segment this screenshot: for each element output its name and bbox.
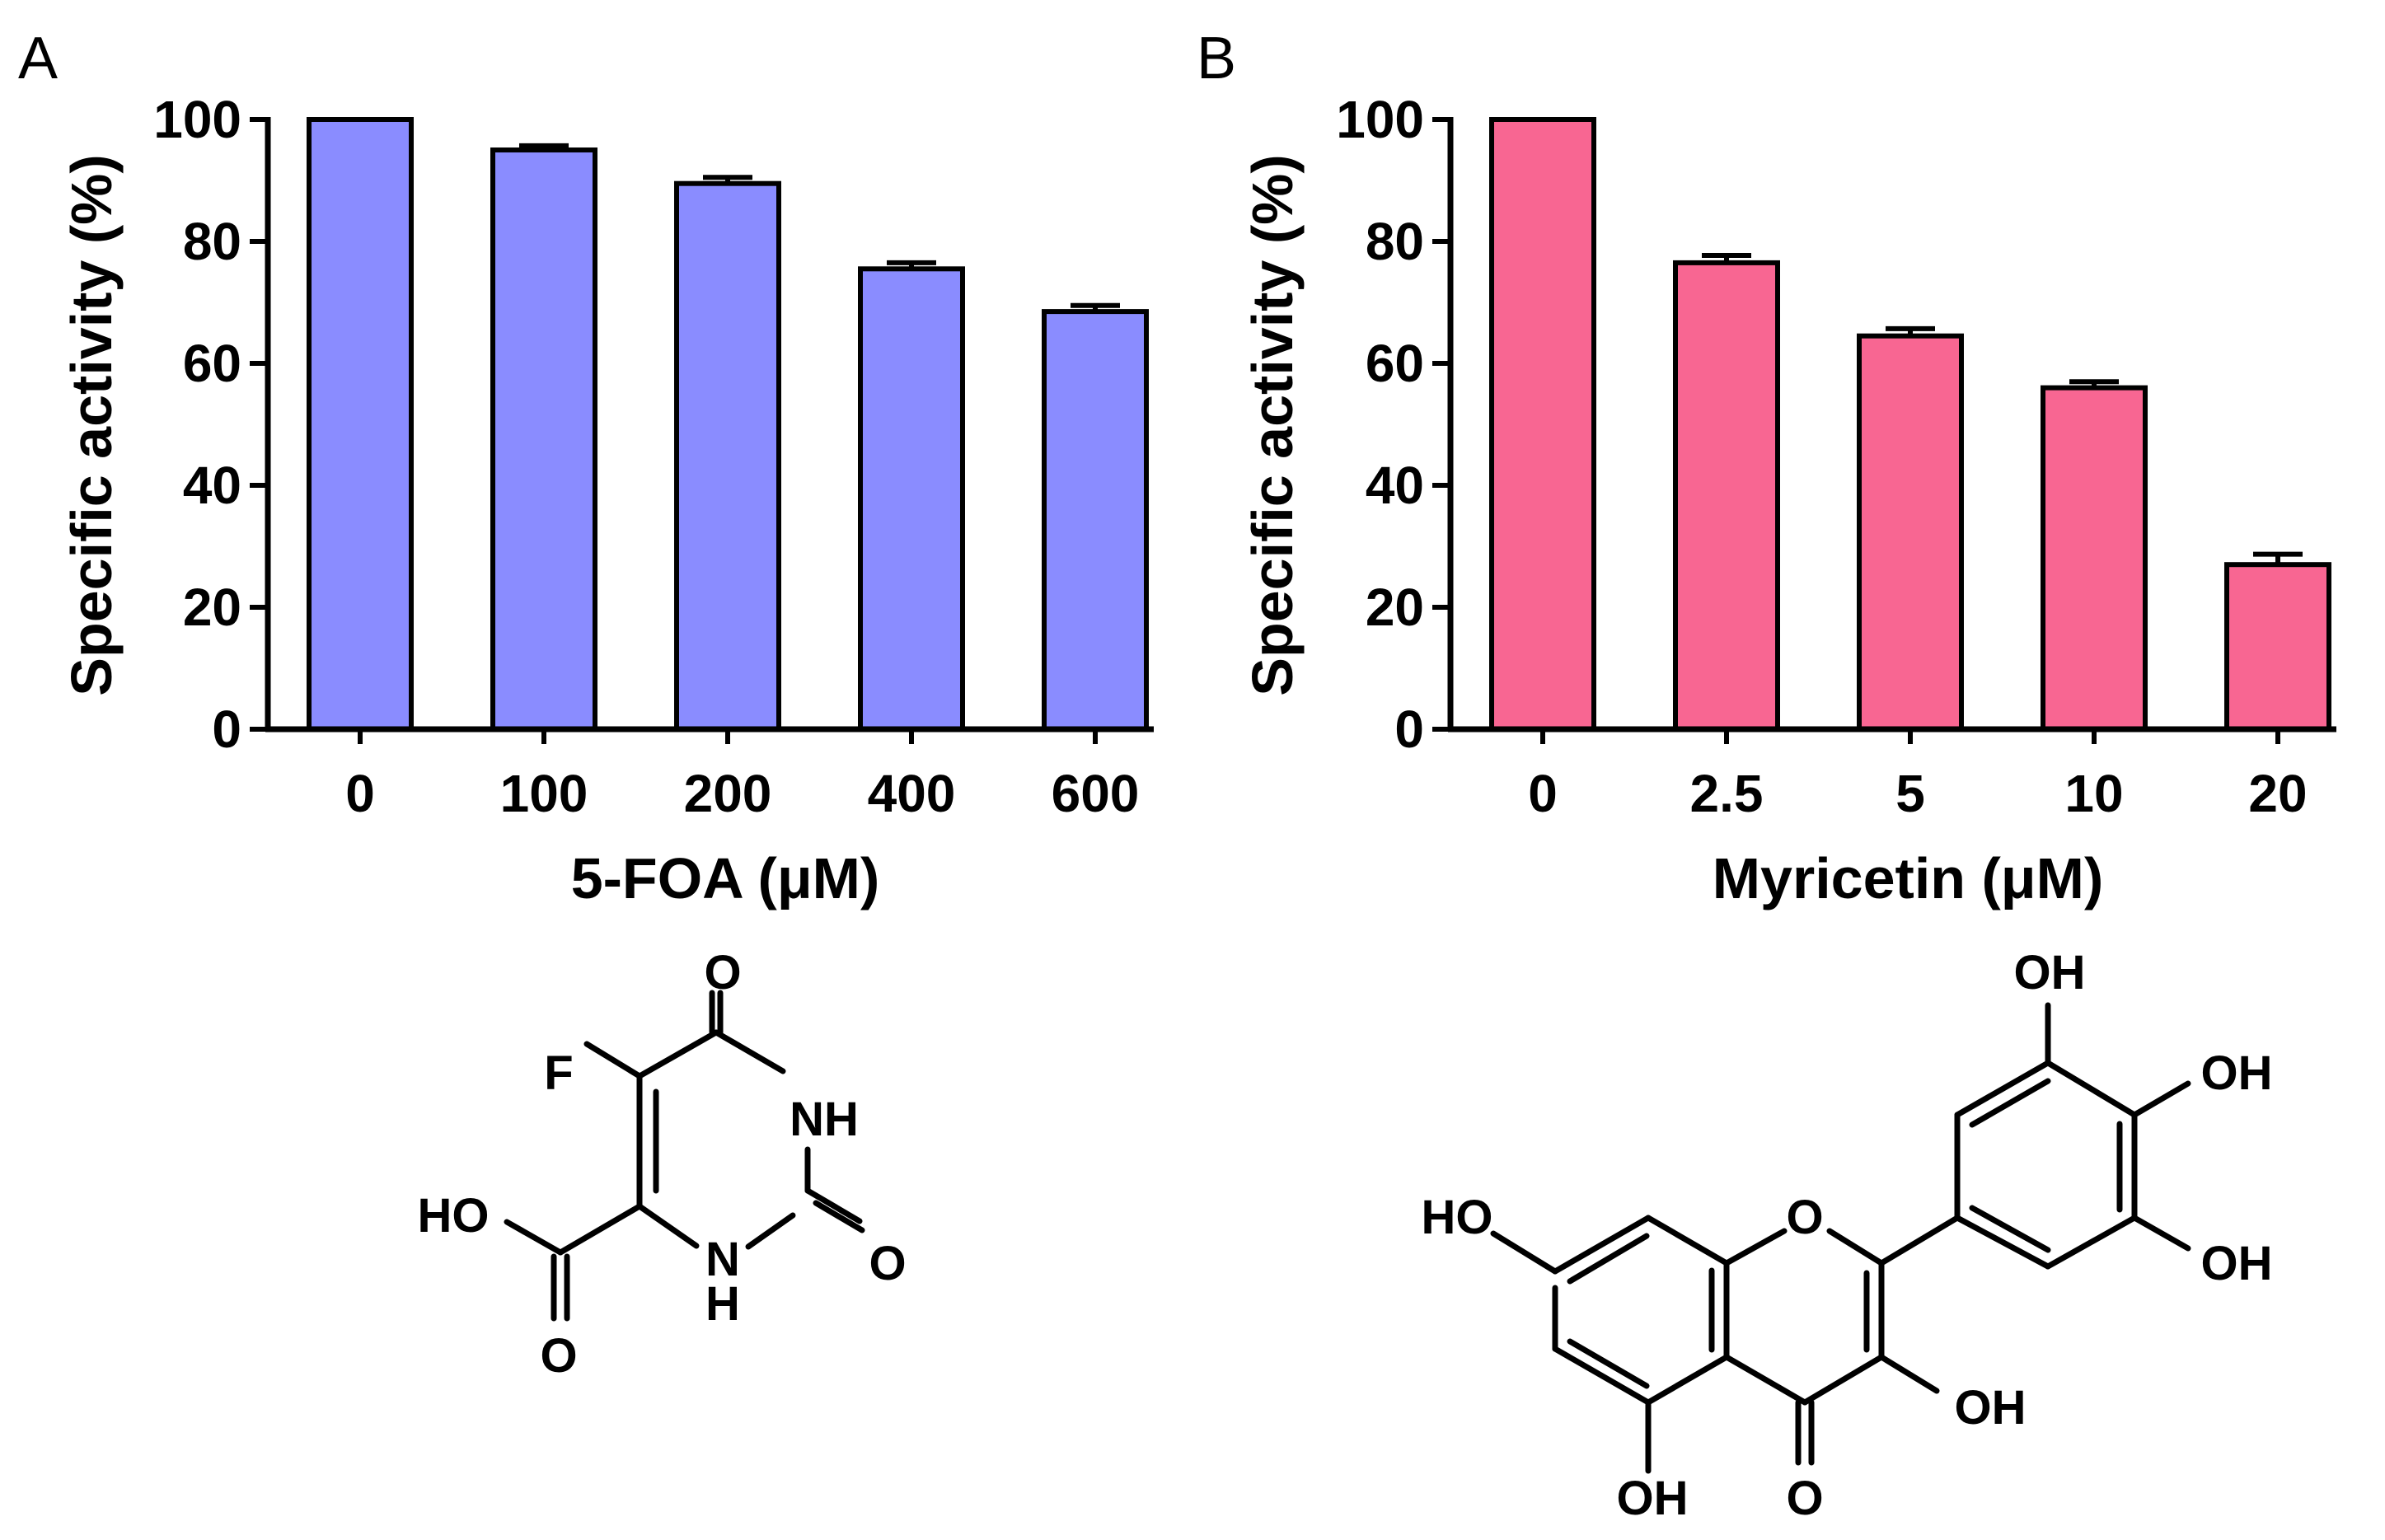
y-axis-title-a: Specific activity (%): [59, 154, 124, 695]
y-tick-label: 40: [1366, 456, 1424, 515]
x-tick-label: 600: [1052, 764, 1140, 823]
bar-200: [674, 180, 781, 732]
atom-label: O: [1786, 1191, 1823, 1244]
x-tick-label: 0: [1528, 764, 1558, 823]
bond: [713, 1029, 786, 1074]
atom-label: HO: [418, 1189, 490, 1243]
bar-400: [858, 266, 965, 732]
bond: [1826, 1228, 1885, 1266]
bar-600: [1042, 309, 1149, 732]
y-tick-label: 40: [183, 456, 241, 515]
y-tick-label: 100: [153, 90, 241, 149]
bond: [1878, 1354, 1940, 1394]
bond: [1552, 1215, 1652, 1275]
panel-label-a: A: [18, 26, 58, 91]
atom-label: O: [704, 946, 741, 999]
bar-2.5: [1673, 260, 1780, 732]
bar-0: [1489, 117, 1596, 732]
x-axis-title-b: Myricetin (μM): [1713, 846, 2104, 910]
x-tick-label: 400: [868, 764, 956, 823]
atom-label: O: [540, 1329, 577, 1383]
y-tick-label: 100: [1336, 90, 1424, 149]
atom-label: OH: [2014, 946, 2086, 999]
atom-label: OH: [1955, 1381, 2027, 1435]
bar-10: [2041, 385, 2148, 732]
bond: [1552, 1346, 1652, 1406]
chart-b: B Specific activity (%) Myricetin (μM) 0…: [1197, 26, 2336, 910]
bond: [2131, 1080, 2191, 1118]
bar-100: [490, 147, 597, 732]
atom-label: O: [1786, 1472, 1823, 1525]
atom-label: OH: [2201, 1237, 2273, 1290]
bond: [1645, 1354, 1730, 1406]
atom-label: NH: [790, 1093, 859, 1146]
y-tick-label: 60: [1366, 334, 1424, 393]
bond: [1878, 1215, 1961, 1266]
atom-label: H: [705, 1277, 740, 1331]
bond: [1645, 1215, 1730, 1266]
bond: [1490, 1230, 1558, 1275]
bond: [2131, 1215, 2191, 1252]
y-tick-label: 20: [183, 578, 241, 637]
bond: [1567, 1233, 1650, 1285]
x-tick-label: 100: [500, 764, 588, 823]
bar-20: [2224, 562, 2331, 733]
x-tick-label: 10: [2064, 764, 2123, 823]
bond: [1567, 1338, 1650, 1389]
atom-label: OH: [1617, 1472, 1689, 1525]
bond: [1723, 1354, 1808, 1406]
y-tick-label: 0: [212, 700, 241, 759]
bond: [804, 1187, 863, 1224]
atom-label: F: [544, 1046, 573, 1100]
bond: [1802, 1354, 1885, 1406]
x-tick-label: 5: [1895, 764, 1925, 823]
structure-5-foa: [504, 990, 865, 1322]
y-tick-label: 0: [1394, 700, 1424, 759]
atom-label: OH: [2201, 1046, 2273, 1100]
bond: [557, 1203, 643, 1256]
y-tick-label: 80: [183, 212, 241, 271]
chart-a: A Specific activity (%) 5-FOA (μM) 0 100 2…: [18, 26, 1154, 910]
x-tick-label: 2.5: [1690, 764, 1764, 823]
bond: [1969, 1205, 2051, 1253]
y-axis-title-b: Specific activity (%): [1240, 154, 1305, 695]
bond: [1969, 1078, 2051, 1128]
bond: [745, 1212, 796, 1250]
x-tick-label: 0: [345, 764, 375, 823]
bond: [636, 1203, 700, 1249]
y-tick-label: 80: [1366, 212, 1424, 271]
x-tick-label: 20: [2248, 764, 2307, 823]
atom-label: O: [869, 1237, 906, 1290]
atom-label: HO: [1422, 1191, 1493, 1244]
x-axis-title-a: 5-FOA (μM): [571, 846, 880, 910]
bond: [1954, 1215, 2051, 1270]
structure-myricetin-atoms: OH OH OH HO O OH OH O: [1422, 946, 2273, 1525]
panel-label-b: B: [1197, 26, 1236, 91]
structure-5-foa-atoms: O F NH HO O N H O: [418, 946, 907, 1383]
bond: [1723, 1228, 1788, 1266]
bond: [583, 1041, 643, 1079]
bond: [504, 1219, 564, 1256]
y-tick-label: 20: [1366, 578, 1424, 637]
bond: [2045, 1215, 2138, 1270]
structure-myricetin: [1490, 1002, 2191, 1474]
x-tick-label: 200: [684, 764, 772, 823]
bond: [1954, 1060, 2051, 1118]
bond: [813, 1200, 865, 1233]
atom-label: N: [705, 1233, 740, 1286]
bar-5: [1857, 333, 1964, 732]
bar-0: [307, 117, 414, 732]
bond: [636, 1029, 719, 1079]
bond: [2045, 1060, 2138, 1118]
y-tick-label: 60: [183, 334, 241, 393]
